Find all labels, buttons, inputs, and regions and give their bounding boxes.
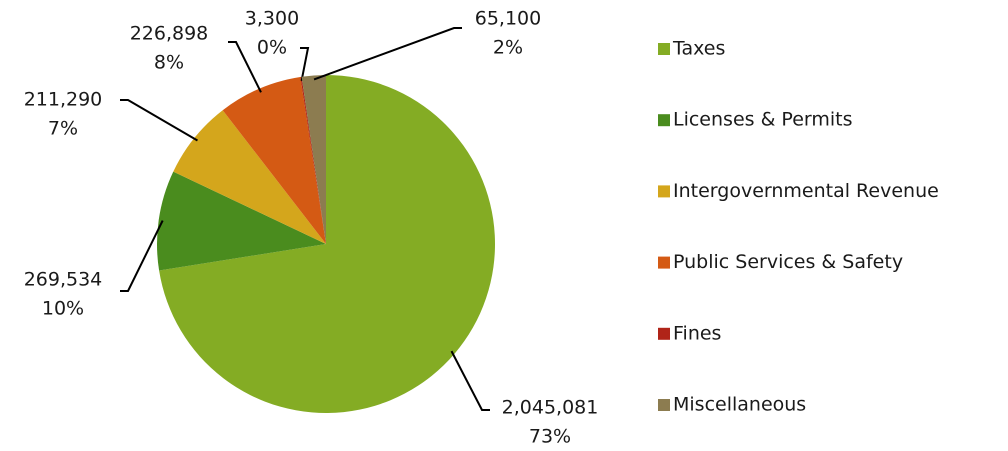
percentage-label: 8% bbox=[154, 52, 184, 74]
pie-slice bbox=[300, 76, 326, 244]
legend-swatch bbox=[658, 399, 670, 411]
value-label: 3,300 bbox=[245, 8, 299, 30]
legend-label: Miscellaneous bbox=[673, 394, 806, 416]
pie-slice bbox=[301, 75, 326, 244]
leader-line bbox=[450, 350, 490, 411]
percentage-label: 0% bbox=[257, 37, 287, 59]
pie-slice bbox=[222, 76, 326, 245]
legend-swatch bbox=[658, 43, 670, 55]
percentage-label: 2% bbox=[493, 37, 523, 59]
value-label: 226,898 bbox=[130, 23, 209, 45]
leader-line bbox=[313, 27, 462, 81]
percentage-label: 10% bbox=[42, 298, 84, 320]
leader-line bbox=[120, 220, 164, 292]
legend-label: Taxes bbox=[672, 38, 725, 60]
legend-swatch bbox=[658, 327, 670, 340]
leader-line bbox=[300, 47, 310, 82]
legend-label: Fines bbox=[673, 322, 721, 344]
percentage-label: 7% bbox=[48, 118, 78, 140]
legend-label: Intergovernmental Revenue bbox=[673, 180, 939, 202]
legend-swatch bbox=[658, 114, 670, 127]
legend-label: Public Services & Safety bbox=[673, 251, 903, 273]
pie-slice bbox=[157, 171, 326, 271]
legend-label: Licenses & Permits bbox=[673, 109, 853, 131]
leader-line bbox=[120, 99, 198, 142]
leader-line bbox=[228, 41, 262, 93]
pie-slice bbox=[159, 75, 496, 413]
value-label: 269,534 bbox=[24, 269, 103, 291]
value-label: 211,290 bbox=[24, 89, 103, 111]
percentage-label: 73% bbox=[529, 426, 571, 448]
value-label: 2,045,081 bbox=[502, 397, 599, 419]
value-label: 65,100 bbox=[475, 8, 541, 30]
legend-swatch bbox=[658, 256, 670, 269]
pie-slice bbox=[173, 110, 326, 244]
legend-swatch bbox=[658, 185, 670, 198]
